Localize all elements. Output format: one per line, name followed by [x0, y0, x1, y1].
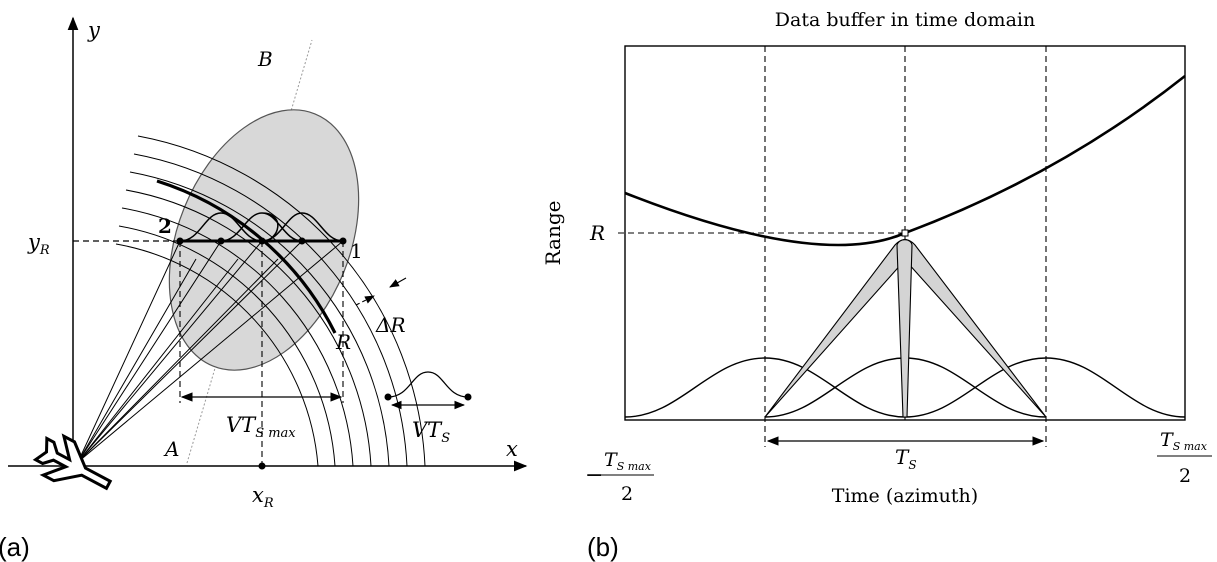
right-tick-num: TS max — [1160, 429, 1208, 453]
target-point — [901, 229, 909, 237]
beam-fans — [764, 239, 1047, 418]
delta-r-arrow-1 — [355, 295, 375, 306]
caption-b: (b) — [587, 532, 619, 562]
yR-label: yR — [27, 230, 50, 258]
y-axis-label: y — [87, 18, 101, 42]
left-tick-den: 2 — [621, 483, 633, 505]
gaussian-bumps — [179, 212, 344, 242]
vts-max-label: VTS max — [226, 413, 296, 441]
right-tick-den: 2 — [1179, 465, 1191, 487]
xR-point — [258, 462, 266, 470]
aperture-points — [176, 237, 347, 245]
panel-a: y x B A R — [0, 16, 528, 562]
delta-r-label: ΔR — [375, 313, 406, 337]
label-B: B — [257, 47, 273, 71]
label-A: A — [163, 437, 179, 461]
delta-r-arrow-2 — [389, 277, 407, 288]
range-arcs — [115, 135, 426, 467]
panel-b: Data buffer in time domain Range R TS Ti… — [541, 9, 1212, 562]
aircraft-icon — [32, 433, 113, 491]
left-tick-num: TS max — [604, 449, 652, 473]
x-label: Time (azimuth) — [832, 485, 978, 507]
ts-label: TS — [895, 445, 917, 472]
pulse-shape — [387, 371, 469, 398]
x-axis-label: x — [506, 437, 518, 461]
pulse-dot-right — [464, 393, 472, 401]
caption-a: (a) — [0, 532, 30, 562]
xR-label: xR — [252, 483, 274, 511]
label-1: 1 — [350, 239, 363, 263]
vts-label: VTS — [412, 418, 450, 446]
chart-title: Data buffer in time domain — [775, 9, 1035, 31]
r-label: R — [589, 221, 605, 245]
pulse-dot-left — [384, 393, 392, 401]
left-tick-minus: − — [585, 463, 603, 488]
label-2: 2 — [158, 214, 172, 238]
vertical-dashes — [179, 241, 344, 466]
beam-lines — [77, 240, 344, 463]
y-label: Range — [541, 201, 565, 266]
